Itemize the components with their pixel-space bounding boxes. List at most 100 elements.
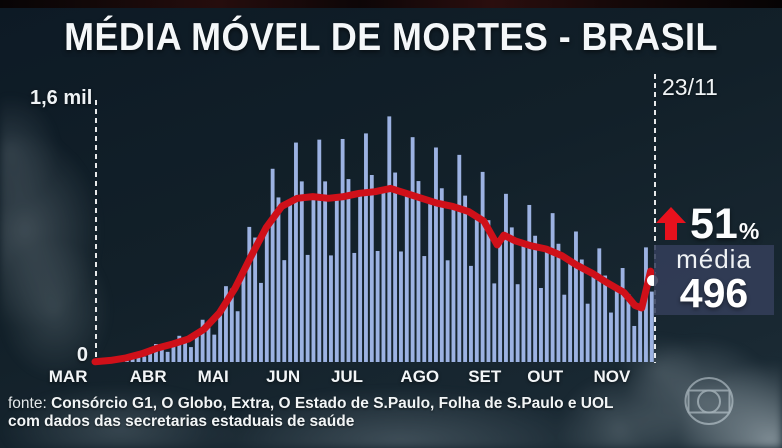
daily-deaths-bar (177, 335, 182, 362)
globo-logo-watermark (684, 377, 734, 425)
daily-deaths-bar (626, 294, 631, 362)
daily-deaths-bar (241, 275, 246, 362)
line-end-dot (646, 275, 658, 287)
daily-deaths-bar (393, 172, 398, 362)
daily-deaths-bar (247, 226, 252, 362)
daily-deaths-bar (515, 284, 520, 362)
daily-deaths-bar (229, 288, 234, 362)
current-date-label: 23/11 (662, 74, 718, 100)
daily-deaths-bar (352, 252, 357, 362)
daily-deaths-bar (294, 142, 298, 362)
daily-deaths-bar (171, 344, 176, 362)
month-label-jul: JUL (330, 367, 364, 386)
daily-deaths-bar (381, 189, 386, 362)
month-label-mar: MAR (48, 367, 88, 386)
daily-deaths-bar (451, 206, 456, 362)
up-arrow-icon (656, 206, 686, 240)
source-list: Consórcio G1, O Globo, Extra, O Estado d… (46, 395, 614, 412)
daily-deaths-bar (469, 265, 473, 362)
video-top-strip (0, 0, 782, 8)
daily-deaths-bar (474, 216, 479, 362)
daily-deaths-bar (404, 193, 409, 362)
daily-deaths-bar (387, 116, 392, 363)
daily-deaths-bar (183, 338, 188, 362)
daily-deaths-bar (609, 312, 613, 362)
daily-deaths-bar (159, 345, 164, 362)
daily-deaths-bar (556, 243, 561, 362)
daily-deaths-bar (597, 248, 602, 362)
daily-deaths-bar (323, 181, 328, 362)
daily-deaths-bar (568, 262, 573, 362)
daily-deaths-bar (276, 197, 281, 362)
moving-average-box: média 496 (654, 245, 774, 315)
moving-average-line (91, 184, 659, 366)
daily-deaths-bar (632, 325, 637, 362)
daily-deaths-bar (428, 201, 433, 362)
y-axis-dashed-line (95, 100, 97, 363)
y-axis-max-label: 1,6 mil (30, 87, 93, 109)
daily-deaths-bar (620, 268, 625, 362)
daily-deaths-bar (527, 204, 532, 362)
daily-deaths-bar (317, 139, 322, 362)
daily-deaths-bar (264, 227, 269, 362)
daily-deaths-bar (439, 188, 444, 362)
daily-deaths-bar (585, 303, 590, 362)
daily-deaths-bar (509, 227, 514, 362)
source-prefix: fonte: (8, 395, 47, 412)
daily-deaths-bar (410, 137, 415, 362)
daily-deaths-bar (492, 283, 497, 362)
percent-change-value: 51 (690, 200, 738, 248)
daily-deaths-bar (574, 231, 578, 362)
daily-deaths-bar (340, 138, 345, 362)
daily-deaths-bar (358, 193, 363, 362)
trend-indicator: 51 % (656, 200, 760, 248)
daily-deaths-bar (218, 312, 223, 363)
daily-deaths-bar (533, 235, 538, 362)
daily-deaths-bar (200, 319, 205, 362)
month-label-abr: ABR (129, 367, 167, 386)
source-credit: fonte: Consórcio G1, O Globo, Extra, O E… (8, 395, 648, 431)
daily-deaths-bar (212, 334, 217, 362)
month-label-out: OUT (527, 367, 564, 386)
month-label-set: SET (468, 367, 502, 386)
daily-deaths-bar (334, 197, 339, 362)
daily-deaths-bar (463, 195, 468, 362)
daily-deaths-bar (416, 181, 421, 362)
daily-deaths-bar (282, 260, 287, 362)
up-arrow-head (656, 206, 686, 223)
daily-deaths-bar (649, 291, 654, 362)
daily-deaths-bar (375, 250, 380, 362)
daily-deaths-bar (194, 334, 199, 362)
daily-deaths-bar (544, 249, 549, 362)
media-value: 496 (679, 270, 749, 317)
daily-deaths-bar (259, 282, 263, 362)
daily-deaths-bar (346, 179, 351, 362)
source-line-2: com dados das secretarias estaduais de s… (8, 413, 355, 431)
daily-deaths-bar (311, 196, 316, 362)
daily-deaths-bar (579, 259, 584, 362)
daily-deaths-bar (486, 220, 491, 362)
daily-deaths-bar (504, 193, 508, 362)
daily-deaths-bar (305, 254, 310, 362)
daily-deaths-bar (521, 244, 526, 362)
daily-deaths-bar (206, 323, 211, 362)
daily-deaths-bar (434, 147, 438, 362)
up-arrow-stem (665, 222, 677, 240)
daily-deaths-bar (329, 255, 333, 362)
daily-deaths-bar (445, 260, 450, 362)
chart-plot (91, 116, 659, 366)
daily-deaths-bar (270, 168, 275, 362)
daily-deaths-bar (550, 213, 555, 362)
month-label-nov: NOV (593, 367, 631, 386)
daily-deaths-bar (480, 171, 485, 362)
daily-deaths-bar (224, 286, 228, 362)
daily-deaths-bar (142, 356, 147, 362)
percent-sign: % (738, 217, 760, 244)
daily-deaths-bar (288, 201, 293, 362)
daily-deaths-bar (562, 294, 567, 362)
month-label-mai: MAI (197, 367, 229, 386)
y-axis-zero-label: 0 (76, 344, 88, 366)
daily-deaths-bar (165, 351, 170, 362)
media-label: média (676, 243, 752, 274)
daily-deaths-bar (364, 133, 368, 362)
